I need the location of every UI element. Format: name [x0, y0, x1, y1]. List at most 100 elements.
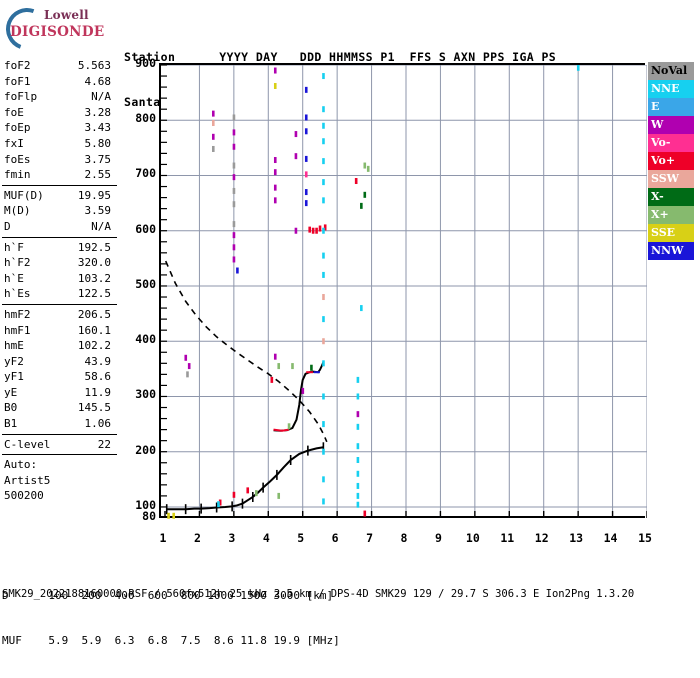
parameter-row: foEp 3.43	[4, 120, 111, 136]
legend-item-sse[interactable]: SSE	[648, 224, 694, 242]
echo-point	[212, 133, 215, 140]
autoscaler-line: Artist5	[4, 473, 51, 487]
parameter-key: h`E	[4, 271, 24, 285]
legend-item-vo-[interactable]: Vo-	[648, 134, 694, 152]
polarization-legend: NoVal NNE E W Vo- Vo+ SSW X- X+ SSE NNW	[648, 62, 694, 260]
echo-point	[304, 128, 308, 135]
echo-point	[322, 316, 325, 323]
echo-point	[322, 271, 325, 278]
echo-point	[356, 443, 360, 450]
parameter-row: yF2 43.9	[4, 354, 111, 370]
echo-point	[354, 178, 358, 185]
echo-point	[273, 157, 277, 164]
echo-point	[232, 129, 236, 136]
legend-item-noval[interactable]: NoVal	[648, 62, 694, 80]
legend-item-e[interactable]: E	[648, 98, 694, 116]
parameter-key: MUF(D)	[4, 188, 44, 202]
logo-lowell-text: Lowell	[44, 8, 89, 22]
legend-item-nne[interactable]: NNE	[648, 80, 694, 98]
echo-point	[310, 364, 313, 371]
echo-point	[322, 122, 325, 129]
legend-item-ssw[interactable]: SSW	[648, 170, 694, 188]
parameter-row: h`F 192.5	[4, 240, 111, 256]
echo-point	[246, 487, 250, 494]
legend-item-x-[interactable]: X+	[648, 206, 694, 224]
echo-point	[360, 305, 363, 312]
echo-point	[294, 131, 298, 138]
y-axis-tick-label: 300	[135, 387, 156, 402]
parameter-row: hmE 102.2	[4, 338, 111, 354]
parameter-value: 320.0	[77, 256, 111, 270]
echo-point	[315, 227, 318, 234]
echo-point	[273, 353, 277, 360]
trace-e-layer-ordinary-trace	[166, 446, 324, 511]
y-axis-tick-label: 600	[135, 221, 156, 236]
parameter-key: B0	[4, 401, 18, 415]
ionogram-canvas[interactable]	[161, 65, 647, 520]
parameter-key: hmF1	[4, 323, 31, 337]
parameter-key: foEp	[4, 121, 31, 135]
parameter-value: 2.55	[84, 168, 112, 182]
x-axis-tick-label: 13	[569, 531, 584, 545]
x-axis-tick-label: 14	[603, 531, 618, 545]
parameter-value: 103.2	[77, 271, 111, 285]
x-axis-tick-label: 4	[262, 531, 270, 545]
echo-point	[322, 393, 325, 400]
x-axis-tick-label: 3	[228, 531, 236, 545]
parameter-table: foF2 5.563 foF1 4.68 foFlp N/A foE 3.28 foEp 3.43…	[2, 58, 117, 504]
legend-item-w[interactable]: W	[648, 116, 694, 134]
parameter-key: h`Es	[4, 287, 31, 301]
echo-point	[277, 363, 281, 370]
echo-point	[232, 187, 236, 194]
footer-filename: SMK29_2022188160000.RSF / 560fx512h 25 k…	[2, 588, 635, 600]
echo-point	[294, 153, 298, 160]
echo-point	[218, 499, 222, 506]
parameter-value: N/A	[91, 219, 111, 233]
echo-point	[277, 492, 281, 499]
echo-point	[232, 162, 236, 169]
x-axis-tick-label: 8	[400, 531, 408, 545]
legend-item-x-[interactable]: X-	[648, 188, 694, 206]
parameter-row: foFlp N/A	[4, 89, 111, 105]
parameter-row: h`Es 122.5	[4, 286, 111, 302]
echo-point	[291, 363, 294, 370]
autoscaler-line: Auto:	[4, 458, 38, 472]
parameter-row: foF2 5.563	[4, 58, 111, 74]
parameter-row: MUF(D) 19.95	[4, 188, 111, 204]
ionogram-plot[interactable]	[159, 63, 647, 520]
parameter-value: 206.5	[77, 307, 111, 321]
parameter-value: 160.1	[77, 323, 111, 337]
legend-item-vo-[interactable]: Vo+	[648, 152, 694, 170]
parameter-row: foEs 3.75	[4, 152, 111, 168]
echo-point	[322, 498, 325, 505]
legend-item-nnw[interactable]: NNW	[648, 242, 694, 260]
echo-point	[322, 179, 325, 186]
echo-point	[232, 256, 236, 263]
station-header-labels: Station YYYY DAY DDD HHMMSS P1 FFS S AXN…	[124, 50, 557, 64]
echo-point	[304, 155, 308, 162]
autoscaler-line: 500200	[4, 489, 44, 503]
divider	[2, 303, 117, 305]
x-axis-tick-label: 12	[534, 531, 549, 545]
y-axis-tick-label: 400	[135, 332, 156, 347]
trace-model-profile-dashed-	[164, 260, 328, 443]
parameter-value: 4.68	[84, 74, 112, 88]
divider	[2, 236, 117, 238]
divider	[2, 433, 117, 435]
parameter-group-profile: hmF2 206.5 hmF1 160.1 hmE 102.2 yF2 43.9 yF1 58.6…	[2, 307, 117, 432]
echo-point	[172, 512, 176, 519]
echo-point	[187, 363, 191, 370]
echo-point	[576, 65, 580, 71]
x-axis-tick-label: 15	[638, 531, 652, 545]
parameter-value: 5.80	[84, 136, 112, 150]
autoscaler-info: Auto: Artist5 500200	[2, 457, 117, 504]
parameter-key: fxI	[4, 136, 24, 150]
echo-point	[363, 510, 367, 517]
muf-scale-row: MUF 5.9 5.9 6.3 6.8 7.5 8.6 11.8 19.9 [M…	[2, 634, 340, 647]
muf-scale-table: D 100 200 400 600 800 1000 1500 3000 [km…	[2, 558, 340, 678]
logo-digisonde-text: DIGISONDE	[10, 24, 105, 40]
echo-point	[273, 197, 277, 204]
echo-point	[322, 360, 325, 367]
echo-point	[366, 165, 370, 172]
echo-point	[322, 252, 325, 259]
